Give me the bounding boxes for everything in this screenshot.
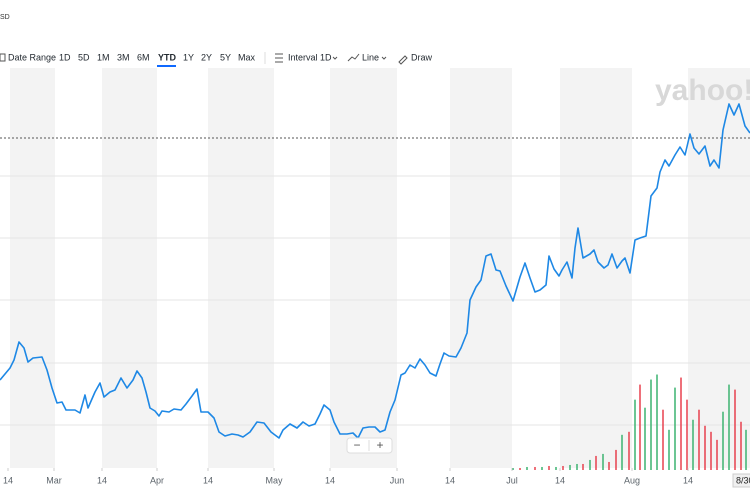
x-tick-label: 14 (683, 475, 693, 485)
symbol: SD (0, 14, 10, 21)
x-tick-label: 14 (555, 475, 565, 485)
volume-bar (602, 453, 604, 470)
range-button[interactable]: 5D (78, 52, 90, 62)
x-tick-label: 14 (445, 475, 455, 485)
x-tick-label: 14 (97, 475, 107, 485)
volume-bar (541, 466, 543, 470)
range-buttons: 1D 5D 1M 3M 6M YTD 1Y 2Y 5Y Max (59, 52, 256, 67)
range-button[interactable]: 5Y (220, 52, 231, 62)
volume-bar (745, 429, 747, 470)
volume-bar (722, 411, 724, 470)
plot: 14 Mar 14 Apr 14 May 14 Jun 14 Jul 14 Aug 14 8/30 (0, 103, 750, 488)
active-underline (157, 65, 176, 67)
x-tick-label: Mar (46, 475, 62, 485)
range-button[interactable]: 3M (117, 52, 130, 62)
volume-bar (615, 449, 617, 470)
volume-bar (650, 379, 652, 470)
volume-bar (589, 459, 591, 470)
x-tick-label: May (265, 475, 283, 485)
interval-value[interactable]: 1D (320, 52, 332, 62)
x-tick-label: Jul (506, 475, 518, 485)
x-tick-label: 14 (3, 475, 13, 485)
volume-bar (716, 439, 718, 470)
volume-bar (692, 419, 694, 470)
line-icon (347, 53, 360, 62)
x-tick-label: Aug (624, 475, 640, 485)
x-tick-label: 14 (325, 475, 335, 485)
volume-bar (608, 461, 610, 470)
date-range[interactable]: Date Range (8, 52, 56, 62)
volume-bar (634, 399, 636, 470)
volume-bar (704, 425, 706, 470)
range-button[interactable]: Max (238, 52, 256, 62)
volume-bar (674, 387, 676, 470)
volume-bar (555, 466, 557, 470)
zoom-out[interactable]: − (353, 438, 360, 452)
volume-bar (656, 374, 658, 470)
current-date-box (732, 473, 750, 488)
volume-bar (680, 377, 682, 470)
volume-bar (562, 465, 564, 470)
volume-bar (639, 384, 641, 470)
interval-icon (275, 53, 283, 63)
volume-bar (628, 431, 630, 470)
range-button[interactable]: 6M (137, 52, 150, 62)
range-button[interactable]: YTD (158, 52, 177, 62)
x-tick-label: 14 (203, 475, 213, 485)
background-bands (10, 68, 750, 468)
volume-bar (740, 421, 742, 470)
volume-bar (644, 407, 646, 470)
range-button[interactable]: 1M (97, 52, 110, 62)
x-tick-label: Apr (150, 475, 164, 485)
volume-bar (698, 409, 700, 470)
volume-bar (582, 463, 584, 470)
calendar-icon (0, 53, 6, 62)
x-tick-label: Jun (390, 475, 405, 485)
volume-bar (686, 399, 688, 470)
draw-icon (398, 55, 408, 65)
x-tick-label: 8/30 (736, 475, 750, 485)
volume-bar (734, 389, 736, 470)
volume-bar (621, 434, 623, 470)
volume-bar (534, 466, 536, 470)
volume-bar (728, 384, 730, 470)
grid (0, 175, 750, 426)
volume-bar (526, 466, 528, 470)
range-button[interactable]: 2Y (201, 52, 212, 62)
volume-bar (668, 429, 670, 470)
price-line (0, 103, 750, 439)
volume-bar (569, 464, 571, 470)
volume-bar (512, 467, 514, 470)
range-button[interactable]: 1Y (183, 52, 194, 62)
range-button[interactable]: 1D (59, 52, 71, 62)
volume-bar (548, 465, 550, 470)
volume-bar (519, 467, 521, 470)
draw[interactable]: Draw (411, 52, 433, 62)
volume-bar (662, 409, 664, 470)
zoom-in[interactable]: + (376, 438, 383, 452)
volume-bar (595, 455, 597, 470)
volume-bar (710, 431, 712, 470)
interval-label[interactable]: Interval (288, 52, 318, 62)
volume-bar (576, 463, 578, 470)
zoom-control: − + (346, 437, 393, 454)
chart-type[interactable]: Line (362, 52, 379, 62)
watermark: yahoo! (655, 74, 750, 107)
toolbar: Date Range 1D 5D 1M 3M 6M YTD 1Y 2Y 5Y Max Interv… (0, 52, 433, 67)
